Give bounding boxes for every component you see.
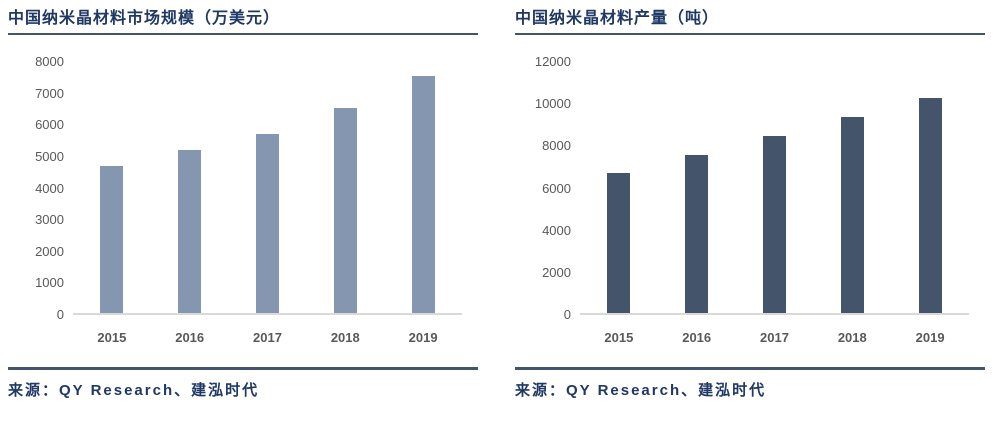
x-axis-tick-label: 2017 (760, 330, 789, 345)
bar-chart-market-size: 0 1000 2000 3000 4000 5000 6000 7000 8000 2015 201… (8, 35, 478, 347)
source-divider (515, 367, 985, 370)
bar-2016 (685, 154, 709, 313)
source-divider (8, 367, 478, 370)
x-axis-line (73, 313, 462, 315)
x-axis-tick-label: 2019 (915, 330, 945, 345)
bar-chart-production: 0 2000 4000 6000 8000 10000 12000 2015 2016 2017 2… (515, 35, 985, 347)
bar-2019 (411, 75, 435, 313)
title-underline (8, 33, 478, 35)
y-axis-tick-label: 12000 (534, 54, 571, 69)
y-axis-tick-label: 7000 (35, 85, 64, 101)
title-underline (515, 33, 985, 35)
bar-2017 (256, 134, 279, 313)
x-axis-tick-label: 2018 (837, 330, 867, 345)
y-axis-tick-label: 4000 (35, 180, 64, 196)
bar-2018 (840, 116, 864, 313)
x-axis-tick-label: 2017 (253, 330, 282, 345)
bar-2015 (100, 165, 124, 313)
y-axis-tick-label: 5000 (35, 148, 64, 164)
chart-panel-production: 中国纳米晶材料产量（吨） 0 2000 4000 6000 8000 10000 12000… (515, 0, 985, 421)
bar-2016 (178, 150, 202, 313)
y-axis-tick-label: 2000 (35, 243, 64, 259)
y-axis-tick-label: 8000 (542, 138, 571, 154)
y-axis-tick-label: 0 (563, 307, 571, 322)
y-axis-tick-label: 8000 (35, 54, 64, 69)
y-axis-tick-label: 3000 (35, 212, 64, 228)
x-axis-line (580, 313, 969, 315)
chart-title: 中国纳米晶材料市场规模（万美元） (8, 10, 281, 27)
y-axis-tick-label: 4000 (542, 222, 571, 238)
y-axis-tick-label: 6000 (542, 180, 571, 196)
bar-2018 (333, 108, 357, 313)
x-axis-tick-label: 2016 (682, 330, 712, 345)
bar-2019 (918, 97, 942, 313)
y-axis-tick-label: 6000 (35, 117, 64, 133)
chart-panel-market-size: 中国纳米晶材料市场规模（万美元） 0 1000 2000 3000 4000 5000 60… (8, 0, 478, 421)
bar-2017 (763, 135, 786, 313)
x-axis-tick-label: 2016 (175, 330, 205, 345)
y-axis-tick-label: 2000 (542, 264, 571, 280)
x-axis-tick-label: 2019 (408, 330, 438, 345)
source-note: 来源：QY Research、建泓时代 (8, 382, 260, 399)
bar-2015 (607, 172, 631, 313)
x-axis-tick-label: 2015 (604, 330, 634, 345)
source-note: 来源：QY Research、建泓时代 (515, 382, 767, 399)
x-axis-tick-label: 2015 (97, 330, 127, 345)
y-axis-tick-label: 0 (56, 307, 64, 322)
y-axis-tick-label: 1000 (35, 275, 64, 291)
y-axis-tick-label: 10000 (534, 96, 571, 112)
chart-title: 中国纳米晶材料产量（吨） (515, 10, 720, 27)
x-axis-tick-label: 2018 (330, 330, 360, 345)
